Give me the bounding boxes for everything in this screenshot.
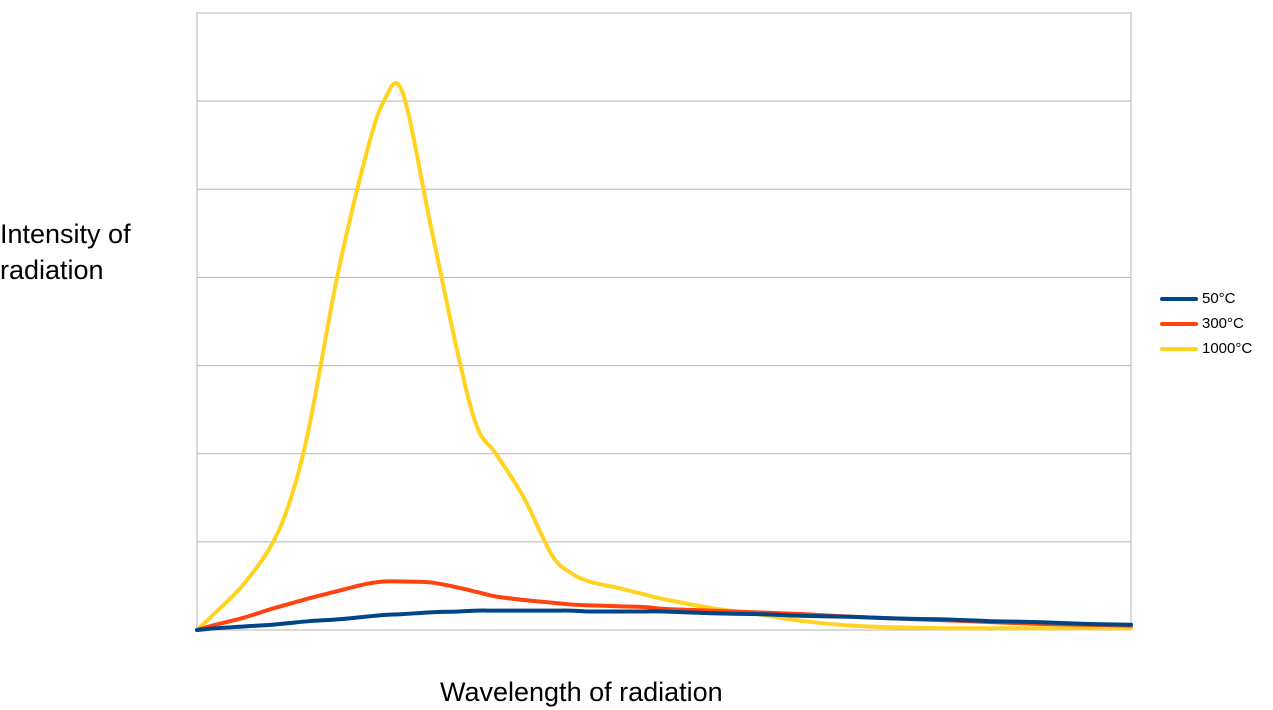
y-axis-label: Intensity of radiation [0, 216, 131, 288]
legend-label-50c: 50°C [1202, 290, 1236, 307]
y-axis-label-line-1: Intensity of [0, 219, 131, 249]
legend-swatch-1000c [1160, 346, 1198, 351]
legend-item-1000c: 1000°C [1160, 336, 1252, 361]
legend-swatch-300c [1160, 321, 1198, 326]
y-axis-label-line-2: radiation [0, 255, 104, 285]
legend-swatch-50c [1160, 296, 1198, 301]
series-lines [195, 81, 1133, 632]
plot-area-frame [196, 12, 1132, 631]
series-1000c-line [195, 81, 1133, 632]
legend-item-300c: 300°C [1160, 311, 1252, 336]
x-axis-label: Wavelength of radiation [440, 677, 723, 707]
legend-item-50c: 50°C [1160, 286, 1252, 311]
legend-label-1000c: 1000°C [1202, 340, 1253, 357]
legend: 50°C 300°C 1000°C [1160, 286, 1252, 361]
grid-lines [197, 12, 1131, 631]
series-50c-line [195, 608, 1133, 632]
legend-label-300c: 300°C [1202, 315, 1244, 332]
